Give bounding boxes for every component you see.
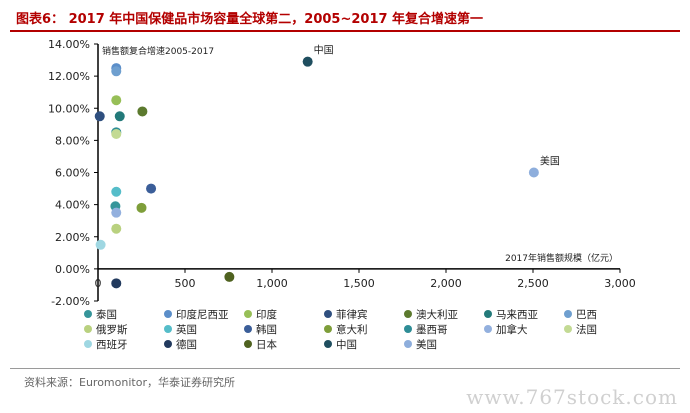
- legend-marker: [324, 310, 332, 318]
- legend-label: 法国: [576, 323, 597, 336]
- legend-marker: [164, 340, 172, 348]
- legend-marker: [404, 325, 412, 333]
- x-tick-label: 2,500: [517, 277, 549, 290]
- legend-marker: [404, 340, 412, 348]
- y-tick-label: 6.00%: [55, 167, 90, 180]
- x-tick-label: 0: [95, 277, 102, 290]
- y-tick-label: 10.00%: [48, 102, 90, 115]
- data-point: [111, 278, 122, 289]
- data-point: [146, 183, 157, 194]
- legend-label: 日本: [256, 338, 277, 351]
- legend-label: 意大利: [336, 323, 368, 336]
- legend-label: 菲律宾: [336, 308, 368, 321]
- point-annotation: 美国: [540, 155, 560, 168]
- y-tick-label: 0.00%: [55, 263, 90, 276]
- legend-label: 墨西哥: [416, 324, 448, 336]
- legend-marker: [244, 325, 252, 333]
- data-point: [111, 128, 122, 139]
- legend-marker: [84, 310, 92, 318]
- legend-marker: [564, 325, 572, 333]
- data-point: [224, 271, 235, 282]
- legend-label: 泰国: [96, 308, 117, 321]
- legend-marker: [164, 310, 172, 318]
- legend-label: 西班牙: [96, 339, 128, 351]
- legend-marker: [164, 325, 172, 333]
- legend-marker: [84, 340, 92, 348]
- data-point: [302, 56, 313, 67]
- footer-divider: [10, 368, 680, 369]
- data-point: [111, 95, 122, 106]
- legend-marker: [484, 325, 492, 333]
- y-tick-label: 12.00%: [48, 70, 90, 83]
- legend-marker: [564, 310, 572, 318]
- legend-label: 澳大利亚: [416, 308, 458, 321]
- legend-marker: [324, 325, 332, 333]
- legend-label: 中国: [336, 338, 357, 351]
- data-point: [94, 111, 105, 122]
- legend-marker: [244, 310, 252, 318]
- data-point: [137, 106, 148, 117]
- x-tick-label: 1,000: [256, 277, 288, 290]
- legend-label: 美国: [416, 338, 437, 351]
- x-tick-label: 1,500: [343, 277, 375, 290]
- legend-label: 英国: [176, 323, 197, 336]
- legend-marker: [484, 310, 492, 318]
- data-point: [111, 186, 122, 197]
- point-annotation: 中国: [314, 44, 334, 57]
- data-point: [111, 223, 122, 234]
- y-tick-label: 14.00%: [48, 38, 90, 51]
- data-point: [111, 66, 122, 77]
- legend-label: 加拿大: [496, 323, 528, 336]
- legend-label: 马来西亚: [496, 309, 538, 321]
- y-tick-label: 4.00%: [55, 199, 90, 212]
- data-point: [95, 239, 106, 250]
- legend-label: 印度尼西亚: [176, 308, 229, 321]
- x-tick-label: 500: [175, 277, 196, 290]
- watermark: www.767stock.com: [466, 385, 678, 409]
- y-axis-title: 销售额复合增速2005-2017: [102, 45, 214, 57]
- legend-marker: [84, 325, 92, 333]
- legend-label: 印度: [256, 308, 277, 321]
- scatter-chart: -2.00% 0.00% 2.00% 4.00% 6.00% 8.00% 10.00% 12.…: [48, 38, 636, 351]
- legend-label: 俄罗斯: [96, 323, 128, 336]
- data-point: [528, 167, 539, 178]
- data-point: [136, 202, 147, 213]
- legend-label: 巴西: [576, 309, 597, 321]
- legend-marker: [404, 310, 412, 318]
- legend-marker: [244, 340, 252, 348]
- title-bar: 图表6： 2017 年中国保健品市场容量全球第二，2005~2017 年复合增速…: [10, 6, 680, 32]
- data-point: [111, 207, 122, 218]
- legend-marker: [324, 340, 332, 348]
- legend-label: 韩国: [256, 323, 277, 336]
- y-tick-label: 8.00%: [55, 134, 90, 147]
- x-tick-label: 3,000: [604, 277, 636, 290]
- data-point: [114, 111, 125, 122]
- y-tick-label: 2.00%: [55, 231, 90, 244]
- x-axis-title: 2017年销售额规模（亿元）: [505, 252, 618, 264]
- figure-title: 图表6： 2017 年中国保健品市场容量全球第二，2005~2017 年复合增速…: [16, 12, 484, 27]
- legend-label: 德国: [176, 338, 197, 351]
- y-tick-label: -2.00%: [51, 295, 90, 308]
- x-tick-label: 2,000: [430, 277, 462, 290]
- source-note: 资料来源：Euromonitor，华泰证券研究所: [24, 376, 235, 389]
